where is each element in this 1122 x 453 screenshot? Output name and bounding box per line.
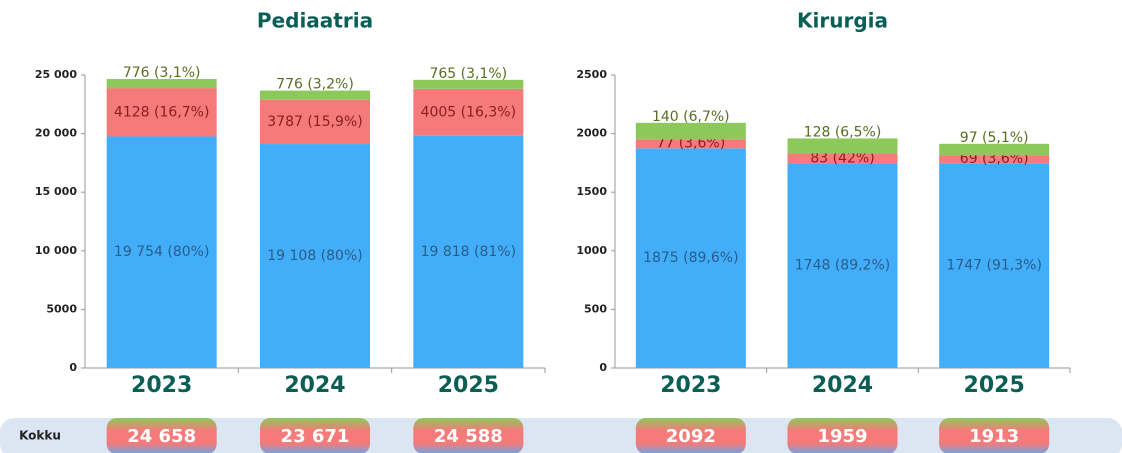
x-tick-label: 2025 [964,373,1025,398]
total-pill [787,418,898,453]
data-label: 3787 (15,9%) [267,114,362,130]
y-tick-label: 15 000 [35,185,77,198]
y-tick-label: 0 [599,361,607,374]
bar-segment [787,138,898,154]
bar-segment [939,163,1050,368]
x-tick-label: 2023 [660,373,721,398]
bar-segment [260,90,370,100]
total-pill [106,418,217,453]
data-label: 140 (6,7%) [652,109,730,125]
y-tick-label: 500 [584,302,607,315]
data-label: 128 (6,5%) [804,124,882,140]
data-label: 1875 (89,6%) [643,250,738,266]
total-label: 23 671 [281,426,350,447]
data-label: 776 (3,1%) [123,65,201,81]
bar-segment [106,79,217,89]
total-label: 24 658 [127,426,196,447]
y-tick-label: 2000 [576,127,607,140]
data-label: 83 (42%) [810,150,874,166]
bar-segment [939,143,1050,156]
y-tick-label: 0 [69,361,77,374]
bar-segment [106,136,217,368]
y-tick-label: 20 000 [35,127,77,140]
data-label: 69 (3,6%) [960,151,1029,167]
bar-segment [635,148,746,368]
data-label: 97 (5,1%) [960,130,1029,146]
total-pill [635,418,746,453]
bar-segment [787,163,898,368]
bar-segment [635,122,746,140]
total-label: 2092 [666,426,716,447]
bar-segment [413,88,524,136]
y-tick-label: 1000 [576,244,607,257]
y-tick-label: 2500 [576,68,607,81]
y-tick-label: 25 000 [35,68,77,81]
data-label: 19 108 (80%) [267,248,362,264]
bar-segment [939,155,1050,164]
bar-segment [260,99,370,145]
footer-label: Kokku [19,429,61,443]
data-label: 19 818 (81%) [421,244,516,260]
total-pill [939,418,1050,453]
data-label: 4128 (16,7%) [114,104,209,120]
bar-segment [260,144,370,368]
bar-segment [413,135,524,368]
bar-segment [106,88,217,137]
y-tick-label: 5000 [46,302,77,315]
bar-segment [635,139,746,149]
chart-title: Pediaatria [257,9,373,33]
x-tick-label: 2024 [812,373,873,398]
data-label: 776 (3,2%) [276,77,354,93]
data-label: 1748 (89,2%) [795,258,890,274]
x-tick-label: 2024 [284,373,345,398]
x-tick-label: 2023 [131,373,192,398]
data-label: 19 754 (80%) [114,244,209,260]
data-label: 4005 (16,3%) [421,104,516,120]
total-label: 1913 [969,426,1019,447]
bar-segment [787,153,898,164]
x-tick-label: 2025 [438,373,499,398]
total-label: 24 588 [434,426,503,447]
total-label: 1959 [817,426,867,447]
total-pill [413,418,524,453]
total-pill [260,418,370,453]
y-tick-label: 1500 [576,185,607,198]
chart-title: Kirurgia [797,9,888,33]
y-tick-label: 10 000 [35,244,77,257]
data-label: 1747 (91,3%) [946,258,1041,274]
data-label: 765 (3,1%) [429,66,507,82]
data-label: 77 (3,6%) [656,136,725,152]
bar-segment [413,79,524,89]
